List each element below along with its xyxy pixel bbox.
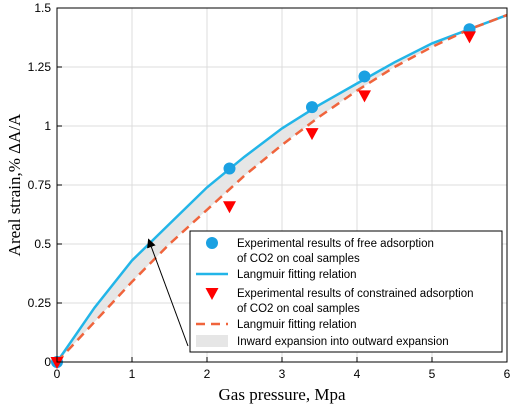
annotation-arrow: [147, 238, 189, 347]
legend-entry-label: Inward expansion into outward expansion: [237, 336, 449, 348]
constrained-point: [358, 90, 371, 103]
x-tick-label: 6: [504, 367, 511, 381]
constrained-point: [305, 128, 319, 141]
constrained-point: [223, 201, 236, 214]
annotation-arrow-line: [147, 238, 189, 347]
legend-entry-label: Langmuir fitting relation: [237, 319, 357, 331]
y-tick-label: 0.25: [28, 296, 52, 310]
x-tick-label: 4: [354, 367, 361, 381]
legend: Experimental results of free adsorption o…: [189, 230, 503, 353]
x-tick-label: 2: [204, 367, 211, 381]
legend-box: [189, 230, 503, 353]
constrained-point: [463, 31, 476, 44]
legend-circle-icon: [206, 237, 218, 249]
y-tick-label: 0.75: [28, 178, 52, 192]
y-tick-label: 0.5: [34, 237, 51, 251]
legend-entry-label: Langmuir fitting relation: [237, 269, 357, 281]
axis-ticks: 0 1 2 3 4 5 6 0 0.25 0.5 0.75 1 1.25 1.5: [28, 1, 511, 381]
y-tick-label: 1.5: [34, 1, 51, 15]
x-tick-label: 5: [429, 367, 436, 381]
y-axis-label: Areal strain,% ΔA/A: [5, 113, 24, 256]
free-fit-line: [55, 13, 508, 363]
legend-patch-icon: [196, 335, 228, 347]
free-point: [223, 162, 236, 175]
y-tick-label: 0: [44, 355, 51, 369]
constrained-point: [50, 357, 64, 369]
constrained-fit-line: [56, 13, 508, 363]
x-tick-label: 0: [54, 367, 61, 381]
free-point: [358, 70, 371, 83]
y-tick-label: 1.25: [28, 60, 52, 74]
y-tick-label: 1: [44, 119, 51, 133]
data-markers: [50, 23, 476, 369]
x-tick-label: 3: [279, 367, 286, 381]
legend-entry-label: of CO2 on coal samples: [237, 253, 360, 265]
free-point: [306, 101, 318, 114]
legend-entry-label: Experimental results of free adsorption: [237, 238, 434, 250]
legend-triangle-icon: [205, 288, 219, 300]
x-tick-label: 1: [129, 367, 136, 381]
fit-lines: [55, 13, 508, 363]
legend-entry-label: Experimental results of constrained adso…: [237, 288, 474, 300]
x-axis-label: Gas pressure, Mpa: [219, 385, 346, 404]
legend-entry-label: of CO2 on coal samples: [237, 303, 360, 315]
